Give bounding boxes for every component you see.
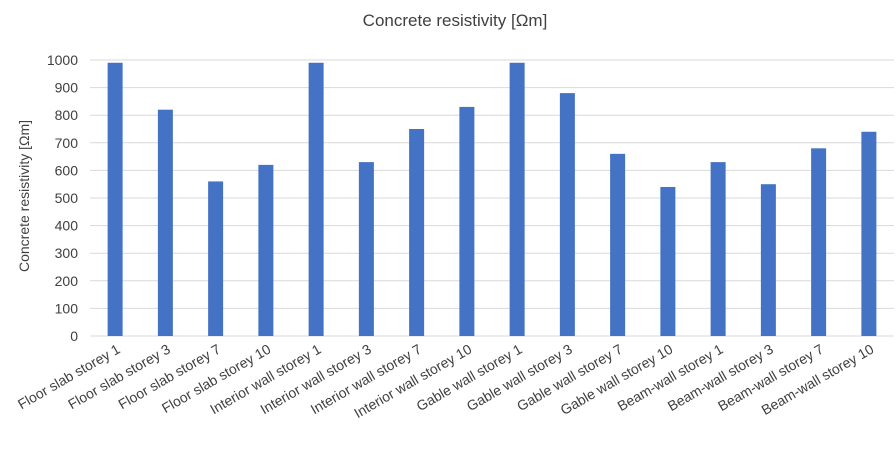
y-tick-label: 1000 xyxy=(47,52,78,68)
y-tick-label: 100 xyxy=(55,300,79,316)
y-tick-label: 500 xyxy=(55,190,79,206)
bar xyxy=(258,164,274,336)
bar xyxy=(509,62,525,336)
bar xyxy=(308,62,324,336)
bar xyxy=(409,129,425,336)
bar xyxy=(610,153,626,336)
y-tick-label: 900 xyxy=(55,80,79,96)
bar xyxy=(760,184,776,336)
bar xyxy=(811,148,827,336)
bar xyxy=(459,106,475,336)
bar xyxy=(208,181,224,336)
y-tick-label: 600 xyxy=(55,162,79,178)
y-tick-label: 0 xyxy=(70,328,78,344)
bar xyxy=(157,109,173,337)
bar xyxy=(559,93,575,337)
bar xyxy=(660,186,676,336)
y-tick-label: 300 xyxy=(55,245,79,261)
y-axis-title: Concrete resistivity [Ωm] xyxy=(16,120,32,272)
y-tick-label: 400 xyxy=(55,218,79,234)
bar xyxy=(358,162,374,336)
bar xyxy=(710,162,726,336)
bar xyxy=(861,131,877,336)
y-axis-ticks: 0 100 200 300 400 500 600 700 800 900 1000 xyxy=(47,52,78,344)
y-tick-label: 700 xyxy=(55,135,79,151)
chart-title: Concrete resistivity [Ωm] xyxy=(363,11,548,30)
y-tick-label: 800 xyxy=(55,107,79,123)
bar xyxy=(107,62,123,336)
gridlines xyxy=(90,59,894,337)
bars xyxy=(107,62,877,337)
y-tick-label: 200 xyxy=(55,273,79,289)
